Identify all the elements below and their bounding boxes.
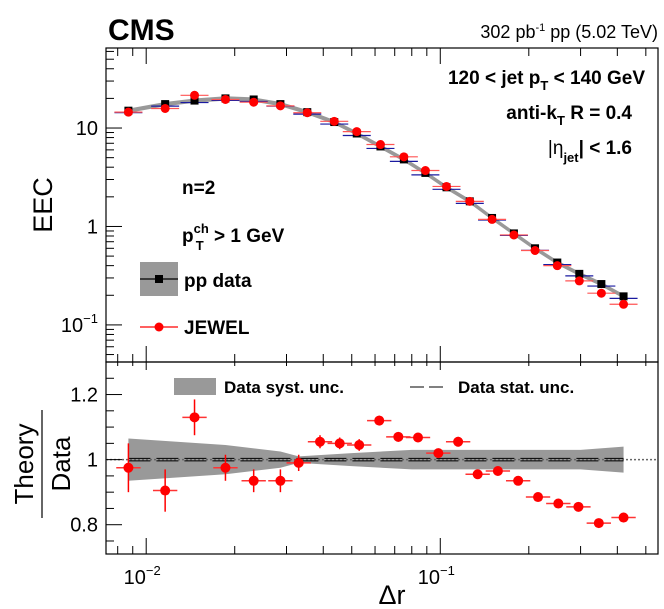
ratio-point	[160, 485, 171, 496]
jewel-point	[509, 230, 519, 240]
pp-data-point	[190, 96, 199, 105]
lower-legend: Data syst. unc. Data stat. unc.	[174, 378, 574, 397]
lower-axis-ticks	[106, 362, 647, 554]
n-annotation: n=2	[182, 178, 215, 199]
upper-data-marks	[114, 90, 638, 309]
ratio-point	[472, 469, 483, 480]
legend-pp-data-label: pp data	[184, 271, 252, 292]
ratio-point	[593, 518, 604, 529]
ratio-point	[354, 439, 365, 450]
ratio-point	[275, 475, 286, 486]
jet-pt-annotation: 120 < jet pT < 140 GeV	[448, 68, 645, 93]
jewel-point	[302, 108, 312, 118]
upper-y-tick-labels: 10 1 10−1	[61, 118, 98, 337]
upper-axis-ticks	[106, 48, 647, 362]
lower-y-tick-label: 0.8	[70, 515, 98, 537]
ratio-label-numerator: Theory	[9, 424, 39, 505]
jewel-point	[574, 276, 584, 286]
ratio-point	[248, 475, 259, 486]
ratio-point	[220, 462, 231, 473]
ratio-point	[533, 492, 544, 503]
lower-frame	[105, 361, 659, 555]
ratio-point	[315, 436, 326, 447]
jewel-point	[329, 116, 339, 126]
jewel-point	[352, 127, 362, 137]
legend-jewel-label: JEWEL	[184, 318, 250, 339]
cms-label: CMS	[108, 14, 175, 47]
ratio-point	[492, 466, 503, 477]
legend-syst-label: Data syst. unc.	[224, 378, 344, 397]
ratio-point	[123, 462, 134, 473]
jewel-point	[123, 107, 133, 117]
ratio-point	[293, 457, 304, 468]
lower-panel: 1.2 1 0.8 10−2 10−1 Theory Data Δr Data sys…	[9, 361, 659, 609]
ratio-point	[553, 498, 564, 509]
jewel-point	[160, 103, 170, 113]
track-pt-annotation: pch T > 1 GeV	[182, 221, 285, 253]
upper-y-tick-label: 10−1	[61, 311, 98, 337]
x-tick-labels: 10−2 10−1	[124, 563, 455, 589]
legend-stat-label: Data stat. unc.	[458, 378, 574, 397]
ratio-point	[334, 438, 345, 449]
ratio-point	[393, 431, 404, 442]
ratio-point	[453, 436, 464, 447]
jewel-point	[375, 140, 385, 150]
lower-y-tick-label: 1	[87, 450, 98, 472]
x-tick-label: 10−2	[124, 563, 161, 589]
pp-data-point	[619, 292, 628, 301]
legend-pp-data-marker	[155, 275, 163, 283]
jewel-point	[399, 152, 409, 162]
jewel-point	[619, 299, 629, 309]
jewel-point	[249, 97, 259, 107]
upper-y-tick-label: 1	[87, 216, 98, 238]
ratio-point	[374, 415, 385, 426]
upper-panel: 10 1 10−1 EEC 120 < jet pT < 140 GeV anti-…	[28, 47, 659, 363]
x-tick-label: 10−1	[418, 563, 455, 589]
ratio-point	[433, 448, 444, 459]
upper-y-tick-label: 10	[76, 118, 98, 140]
jewel-point	[465, 196, 475, 206]
ratio-point	[618, 512, 629, 523]
jewel-point	[442, 181, 452, 191]
jet-algo-annotation: anti-kT R = 0.4	[506, 103, 632, 128]
ratio-point	[573, 501, 584, 512]
lower-ratio-marks	[116, 399, 636, 529]
lumi-label: 302 pb-1 pp (5.02 TeV)	[480, 22, 658, 42]
y-axis-label-eec: EEC	[28, 177, 58, 233]
x-axis-label: Δr	[378, 580, 405, 609]
pp-data-point	[597, 280, 606, 289]
pp-data-point	[575, 269, 584, 278]
jet-eta-annotation: |ηjet| < 1.6	[548, 138, 632, 165]
lower-y-tick-labels: 1.2 1 0.8	[70, 385, 98, 537]
jewel-point	[530, 246, 540, 256]
ratio-point	[513, 475, 524, 486]
jewel-point	[275, 101, 285, 111]
jewel-point	[552, 261, 562, 271]
ratio-point	[189, 412, 200, 423]
legend-jewel-marker	[154, 322, 164, 332]
lower-reference-line	[106, 457, 658, 462]
ratio-point	[413, 432, 424, 443]
jewel-point	[487, 214, 497, 224]
lower-y-tick-label: 1.2	[70, 385, 98, 407]
ratio-label-denominator: Data	[46, 436, 76, 491]
jewel-point	[596, 288, 606, 298]
upper-legend: pp data JEWEL	[140, 262, 252, 339]
jewel-point	[420, 166, 430, 176]
jewel-point	[190, 90, 200, 100]
jewel-point	[220, 94, 230, 104]
legend-syst-band	[174, 378, 216, 395]
